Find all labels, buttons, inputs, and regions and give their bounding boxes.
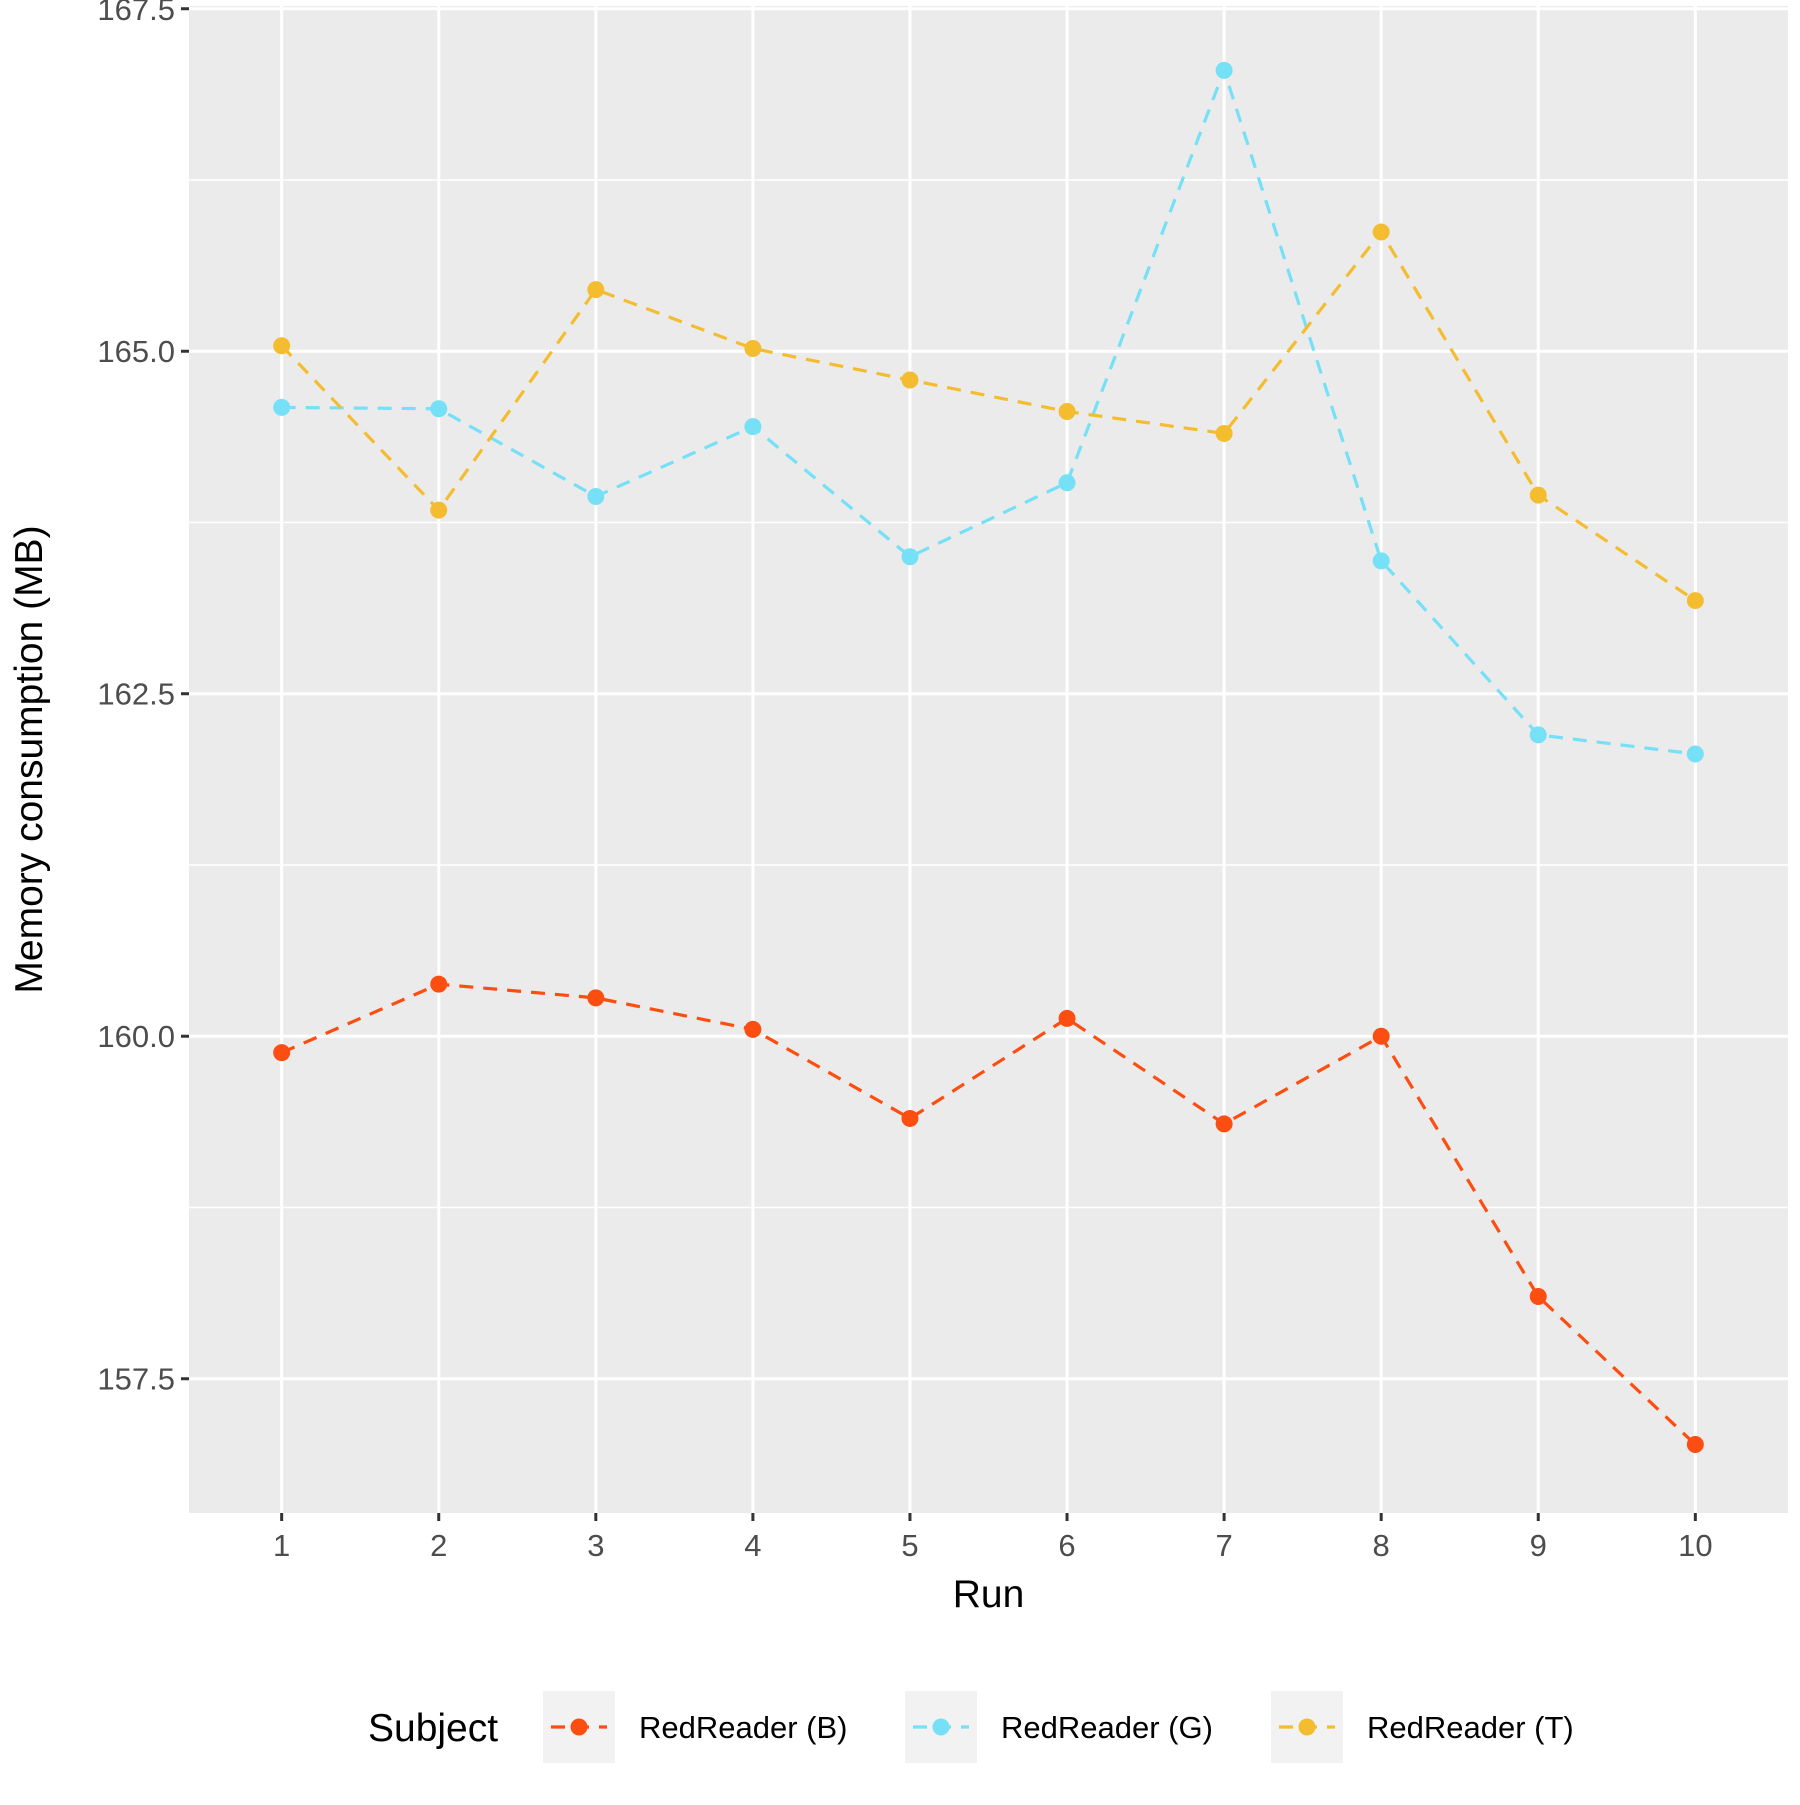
- legend-key-point: [570, 1718, 588, 1736]
- axis-layer: 157.5 160.0 162.5 165.0 167.5 1 2 3 4 5 6 7 8 9 10: [97, 0, 1712, 1563]
- data-point: [273, 1044, 291, 1062]
- x-tick-label: 1: [273, 1528, 290, 1563]
- data-point: [1372, 552, 1390, 570]
- data-point: [1529, 1288, 1547, 1306]
- x-tick-label: 6: [1058, 1528, 1075, 1563]
- legend-label: RedReader (B): [639, 1710, 847, 1745]
- series-line: [280, 229, 1697, 602]
- y-tick-label: 165.0: [97, 334, 175, 369]
- legend-label: RedReader (G): [1001, 1710, 1213, 1745]
- series-1: [273, 975, 1704, 1453]
- legend-key-point: [1298, 1718, 1316, 1736]
- data-point: [744, 1020, 762, 1038]
- data-point: [430, 400, 448, 418]
- x-tick-label: 8: [1373, 1528, 1390, 1563]
- data-point: [1215, 61, 1233, 79]
- x-tick-label: 3: [587, 1528, 604, 1563]
- y-tick-label: 160.0: [97, 1019, 175, 1054]
- data-point: [744, 418, 762, 436]
- x-axis-title: Run: [953, 1573, 1025, 1616]
- x-tick-label: 10: [1678, 1528, 1712, 1563]
- data-point: [273, 398, 291, 416]
- data-point: [1686, 1436, 1704, 1453]
- data-point: [901, 548, 919, 566]
- y-tick-label: 157.5: [97, 1362, 175, 1397]
- data-point: [1215, 424, 1233, 442]
- data-point: [1215, 1115, 1233, 1133]
- legend-item-1: RedReader (B): [543, 1691, 847, 1763]
- data-point: [1372, 1027, 1390, 1045]
- data-point: [587, 281, 605, 299]
- data-point: [587, 989, 605, 1007]
- legend-item-3: RedReader (T): [1271, 1691, 1574, 1763]
- legend-title: Subject: [368, 1707, 498, 1750]
- data-point: [1058, 403, 1076, 421]
- data-point: [1529, 486, 1547, 504]
- data-point: [1529, 726, 1547, 744]
- data-point: [1686, 745, 1704, 763]
- data-point: [901, 1109, 919, 1127]
- data-point: [744, 340, 762, 357]
- x-tick-label: 5: [901, 1528, 918, 1563]
- data-point: [1058, 1009, 1076, 1027]
- plot-panel: [189, 6, 1788, 1513]
- series-layer: [273, 61, 1704, 1453]
- data-point: [587, 487, 605, 505]
- x-tick-label: 9: [1530, 1528, 1547, 1563]
- series-line: [281, 982, 1697, 1446]
- series-3: [273, 223, 1704, 610]
- y-axis-title: Memory consumption (MB): [8, 525, 51, 993]
- x-tick-label: 7: [1215, 1528, 1232, 1563]
- y-tick-label: 162.5: [97, 677, 175, 712]
- data-point: [901, 371, 919, 389]
- legend-label: RedReader (T): [1367, 1710, 1574, 1745]
- grid-layer: [189, 6, 1788, 1513]
- y-tick-label: 167.5: [97, 0, 175, 27]
- data-point: [1058, 474, 1076, 492]
- data-point: [1372, 223, 1390, 241]
- x-tick-label: 4: [744, 1528, 761, 1563]
- data-point: [430, 975, 448, 993]
- series-line: [281, 65, 1696, 756]
- data-point: [430, 501, 448, 519]
- data-point: [1686, 592, 1704, 610]
- legend: Subject RedReader (B) RedReader (G) RedRea…: [368, 1691, 1574, 1763]
- data-point: [273, 337, 291, 355]
- series-2: [273, 61, 1704, 763]
- legend-key-point: [932, 1718, 950, 1736]
- x-tick-label: 2: [430, 1528, 447, 1563]
- legend-item-2: RedReader (G): [905, 1691, 1213, 1763]
